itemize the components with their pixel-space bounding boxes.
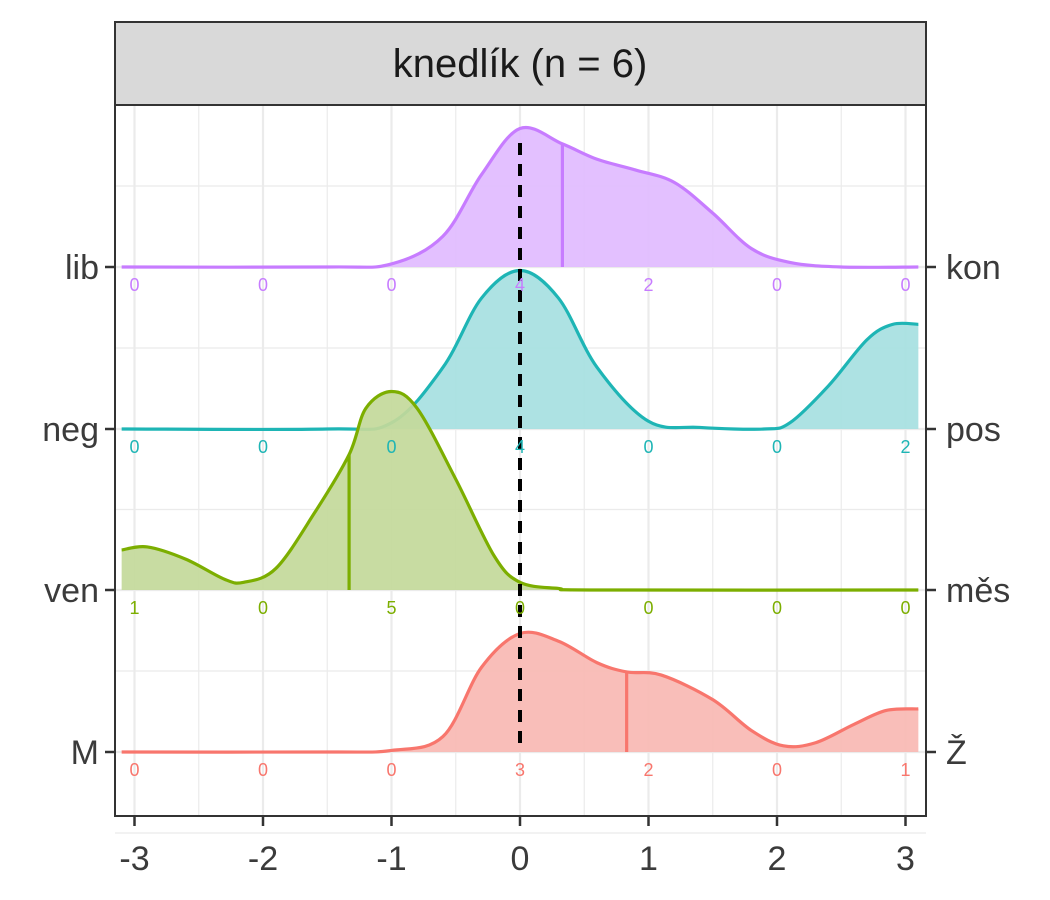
density-area: [121, 391, 919, 591]
count-label: 0: [258, 598, 268, 618]
facet-title: knedlík (n = 6): [393, 42, 648, 86]
count-label: 0: [900, 275, 910, 295]
count-label: 4: [515, 437, 525, 457]
density-area: [121, 127, 919, 268]
density-line: [121, 630, 919, 754]
count-label: 2: [643, 275, 653, 295]
count-label: 0: [258, 437, 268, 457]
y-label-right: měs: [946, 572, 1010, 610]
count-label: 0: [386, 437, 396, 457]
density-area: [121, 270, 919, 430]
x-tick-label: 2: [768, 840, 787, 878]
count-label: 5: [386, 598, 396, 618]
count-label: 2: [643, 760, 653, 780]
y-label-left: ven: [44, 572, 99, 610]
count-label: 0: [129, 437, 139, 457]
count-label: 4: [515, 275, 525, 295]
y-label-right: kon: [946, 249, 1001, 287]
count-label: 0: [772, 437, 782, 457]
density-line: [121, 389, 919, 592]
count-label: 0: [772, 598, 782, 618]
density-line: [121, 125, 919, 269]
y-label-left: neg: [42, 411, 99, 449]
y-label-right: Ž: [946, 734, 967, 772]
x-tick-label: 1: [639, 840, 658, 878]
y-label-right: pos: [946, 411, 1001, 449]
count-labels: 0 0 0 3 2 0 11 0 5 0 0 0 00 0 0 4 0 0 20 0 0 4 2 0 0: [129, 275, 910, 780]
x-tick-label: 3: [896, 840, 915, 878]
facet-strip: knedlík (n = 6): [114, 21, 927, 106]
x-tick-label: 0: [511, 840, 530, 878]
count-label: 2: [900, 437, 910, 457]
x-tick-label: -2: [248, 840, 278, 878]
count-label: 0: [772, 275, 782, 295]
x-tick-label: -1: [376, 840, 406, 878]
count-label: 0: [643, 437, 653, 457]
facet-strip-background: [114, 21, 927, 106]
count-label: 0: [258, 275, 268, 295]
ridge-lib: [121, 125, 919, 269]
count-label: 0: [129, 275, 139, 295]
count-label: 0: [515, 598, 525, 618]
count-label: 0: [258, 760, 268, 780]
count-label: 0: [386, 275, 396, 295]
count-label: 3: [515, 760, 525, 780]
count-label: 0: [643, 598, 653, 618]
count-label: 1: [129, 598, 139, 618]
ridge-ven: [121, 389, 919, 592]
count-label: 0: [772, 760, 782, 780]
y-label-left: M: [71, 734, 99, 772]
count-label: 1: [900, 760, 910, 780]
count-label: 0: [386, 760, 396, 780]
count-label: 0: [900, 598, 910, 618]
y-label-left: lib: [65, 249, 99, 287]
x-tick-label: -3: [119, 840, 149, 878]
count-label: 0: [129, 760, 139, 780]
